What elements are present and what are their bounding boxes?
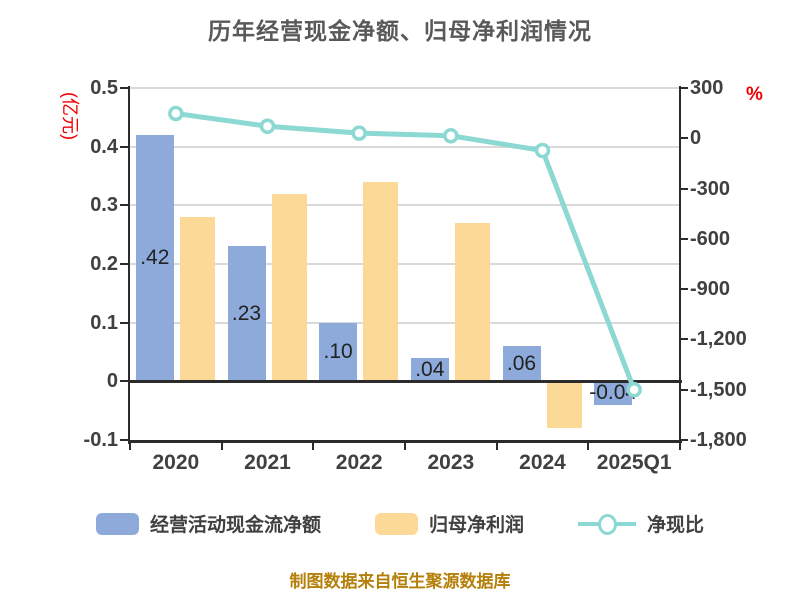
left-axis-tick-label: 0.4 (90, 135, 118, 158)
right-axis-tick (680, 87, 688, 89)
operating-cash-swatch (95, 512, 139, 535)
left-axis-line (128, 86, 130, 444)
right-axis-unit-label: % (746, 84, 763, 105)
right-axis-tick-label: 300 (690, 77, 724, 99)
cash-ratio-point (168, 105, 184, 122)
x-axis-label: 2023 (427, 451, 475, 474)
legend-item-operating-cash: 经营活动现金流净额 (95, 510, 321, 537)
x-axis-tick (312, 443, 315, 450)
cash-ratio-point (443, 128, 459, 144)
x-axis-tick (220, 443, 223, 450)
bar-net-profit (546, 381, 582, 429)
x-axis-tick (587, 443, 590, 450)
cash-ratio-point (259, 118, 276, 134)
left-axis-tick-label: 0 (106, 370, 118, 393)
right-axis-tick-label: -1,500 (690, 378, 747, 401)
grid-line (130, 204, 680, 207)
left-axis-tick-label: -0.1 (83, 429, 118, 451)
left-axis-tick (120, 321, 128, 324)
right-axis-tick-label: -1,800 (690, 429, 747, 451)
x-axis-tick (129, 443, 131, 450)
cash-ratio-line-symbol (578, 513, 636, 535)
bar-operating-cash (135, 134, 174, 382)
legend: 经营活动现金流净额 归母净利润 净现比 (0, 510, 800, 537)
left-axis-tick-label: 0.3 (90, 194, 118, 217)
right-axis-tick (680, 388, 688, 391)
line-symbol-marker (598, 513, 617, 535)
right-axis-tick-label: -600 (690, 227, 731, 250)
right-axis-tick-label: -1,200 (690, 328, 747, 351)
x-axis-tick (679, 443, 681, 450)
grid-line (130, 87, 680, 89)
right-axis-tick (680, 237, 688, 240)
net-profit-swatch (374, 512, 418, 535)
left-axis-tick-label: 0.2 (90, 253, 118, 275)
bar-value-label: -0.04 (589, 381, 638, 405)
x-axis-tick (404, 443, 406, 450)
legend-label-operating-cash: 经营活动现金流净额 (149, 515, 321, 536)
right-axis-tick (680, 338, 688, 341)
x-axis-label: 2021 (244, 451, 291, 474)
right-axis-tick-label: -900 (690, 278, 731, 301)
right-axis-tick (680, 187, 688, 190)
legend-label-net-profit: 归母净利润 (428, 515, 524, 536)
x-axis-label: 2025Q1 (596, 451, 672, 474)
cash-ratio-point (351, 125, 367, 141)
grid-line (130, 145, 680, 148)
right-axis-tick-label: -300 (690, 177, 731, 200)
x-axis-label: 2022 (335, 451, 383, 474)
bar-net-profit (271, 193, 307, 382)
right-axis-tick (680, 288, 688, 291)
right-axis-tick (680, 137, 688, 140)
legend-label-cash-ratio: 净现比 (647, 515, 705, 536)
left-axis-tick (120, 263, 128, 265)
bar-value-label: .23 (231, 301, 262, 325)
right-axis-line (679, 86, 681, 444)
left-axis-tick (120, 439, 128, 441)
legend-item-net-profit: 归母净利润 (374, 510, 524, 537)
legend-item-cash-ratio: 净现比 (578, 510, 704, 537)
x-axis-label: 2020 (152, 451, 200, 474)
right-axis-tick (680, 439, 688, 441)
left-axis-tick (120, 87, 128, 89)
left-axis-tick-label: 0.1 (90, 311, 118, 334)
bar-value-label: .10 (323, 340, 353, 363)
chart-title: 历年经营现金净额、归母净利润情况 (208, 18, 592, 44)
bottom-axis-line (128, 440, 682, 443)
x-axis-tick (495, 443, 498, 450)
data-source-caption: 制图数据来自恒生聚源数据库 (289, 572, 511, 591)
x-axis-label: 2024 (519, 451, 566, 474)
bar-value-label: .42 (140, 246, 170, 270)
left-axis-tick (120, 204, 128, 207)
bar-value-label: .06 (506, 351, 537, 375)
left-axis-tick-label: 0.5 (90, 77, 118, 99)
left-axis-tick (120, 145, 128, 148)
bar-net-profit (179, 217, 215, 382)
bar-value-label: .04 (415, 357, 445, 381)
right-axis-tick-label: 0 (690, 127, 702, 150)
left-axis-tick (120, 380, 128, 383)
